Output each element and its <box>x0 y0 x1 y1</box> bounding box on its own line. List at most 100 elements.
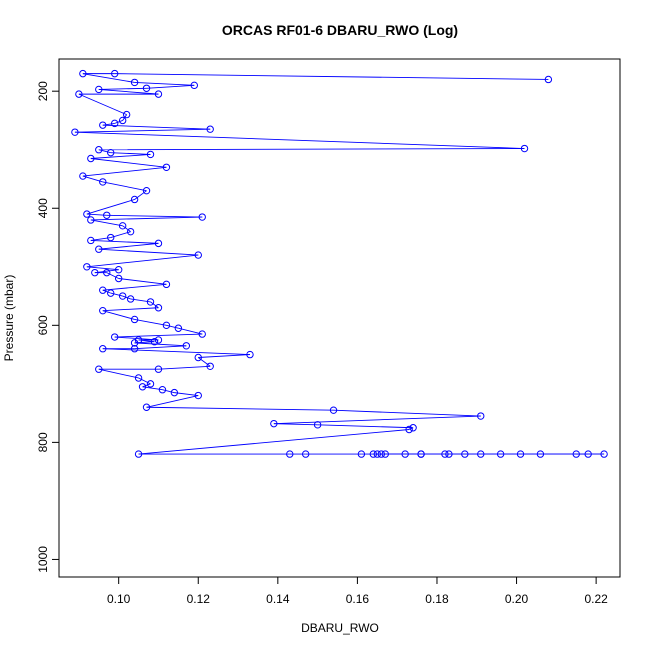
data-point <box>103 268 111 277</box>
data-point <box>150 338 159 346</box>
data-point <box>405 425 413 434</box>
data-point <box>130 78 139 87</box>
data-point <box>138 383 147 391</box>
data-point <box>401 450 409 458</box>
series-line-segment <box>122 225 131 233</box>
series-line-segment <box>134 342 187 347</box>
data-point <box>95 146 103 154</box>
series-line-segment <box>114 336 159 341</box>
data-point <box>146 380 155 388</box>
series-line-segment <box>102 181 147 192</box>
data-point <box>146 150 155 159</box>
chart-title: ORCAS RF01-6 DBARU_RWO (Log) <box>222 22 458 38</box>
data-point <box>246 350 254 359</box>
series-line-segment <box>94 269 119 274</box>
data-point <box>142 403 151 411</box>
x-tick-label: 0.20 <box>505 592 529 606</box>
data-point <box>87 216 95 224</box>
data-point <box>477 450 485 458</box>
y-axis: 200 400 600 800 1000 <box>36 81 59 573</box>
data-point <box>107 289 115 297</box>
series-line-segment <box>102 124 211 130</box>
data-point <box>584 450 592 458</box>
data-point <box>142 186 151 195</box>
data-point <box>477 412 485 420</box>
series-line-segment <box>162 389 175 394</box>
data-point <box>99 286 107 294</box>
series-line-segment <box>138 429 410 455</box>
series-line-segment <box>146 395 199 408</box>
series-line-segment <box>90 158 167 168</box>
data-point <box>118 292 127 300</box>
x-tick-label: 0.16 <box>346 592 370 606</box>
series-line-segment <box>273 415 481 425</box>
series-line-segment <box>78 93 127 116</box>
data-point <box>206 125 214 133</box>
series-line-segment <box>98 368 139 379</box>
data-point <box>107 148 115 157</box>
data-point <box>154 304 163 312</box>
series-line-segment <box>178 327 203 335</box>
series-line-segment <box>82 166 167 177</box>
data-point <box>99 178 107 186</box>
series-line-segment <box>174 392 199 397</box>
data-point <box>154 365 163 373</box>
data-point <box>99 345 107 353</box>
series-line-segment <box>110 292 123 297</box>
y-tick-label: 1000 <box>36 546 50 573</box>
data-point <box>162 321 171 330</box>
series-line-segment <box>106 272 119 279</box>
data-point <box>357 450 366 458</box>
series-line-segment <box>74 131 525 150</box>
series-line-segment <box>98 148 525 151</box>
data-point <box>174 324 183 332</box>
data-point <box>198 213 206 221</box>
data-point <box>95 365 103 373</box>
data-point <box>381 450 389 458</box>
data-point <box>118 116 127 125</box>
series-line-segment <box>146 84 195 89</box>
data-point <box>286 450 294 458</box>
data-point <box>79 172 87 180</box>
data-point <box>369 450 378 458</box>
data-point <box>83 263 91 271</box>
series-line-segment <box>134 81 195 86</box>
data-point <box>182 342 191 350</box>
series-line-segment <box>317 424 414 429</box>
series-line-segment <box>110 152 151 155</box>
series-line-segment <box>158 365 211 370</box>
series-line-segment <box>138 377 151 385</box>
data-point <box>373 450 381 458</box>
data-point <box>99 121 107 129</box>
series-line-segment <box>134 190 147 200</box>
series-line-segment <box>150 301 159 309</box>
data-point <box>461 450 469 458</box>
plot-frame <box>58 58 621 578</box>
data-point <box>134 450 143 458</box>
series-line-segment <box>86 266 119 271</box>
x-tick-label: 0.12 <box>187 592 211 606</box>
series-line-segment <box>273 423 318 426</box>
data-point <box>107 233 115 242</box>
data-point <box>496 450 505 458</box>
series-line-segment <box>102 310 135 320</box>
series-line-segment <box>134 345 187 350</box>
data-point <box>71 128 79 136</box>
series-line-segment <box>122 295 131 300</box>
data-point <box>146 298 155 306</box>
data-point <box>154 239 163 248</box>
data-point <box>194 353 202 362</box>
data-point <box>441 450 449 458</box>
data-point <box>194 251 202 259</box>
data-point <box>111 333 119 341</box>
data-point <box>118 222 127 230</box>
data-point <box>206 362 214 370</box>
data-point <box>103 211 111 219</box>
data-point <box>270 419 278 428</box>
series-line-segment <box>74 128 211 133</box>
data-point <box>162 280 171 289</box>
data-point <box>154 90 163 98</box>
data-point <box>87 154 95 163</box>
series-line-segment <box>98 87 147 90</box>
